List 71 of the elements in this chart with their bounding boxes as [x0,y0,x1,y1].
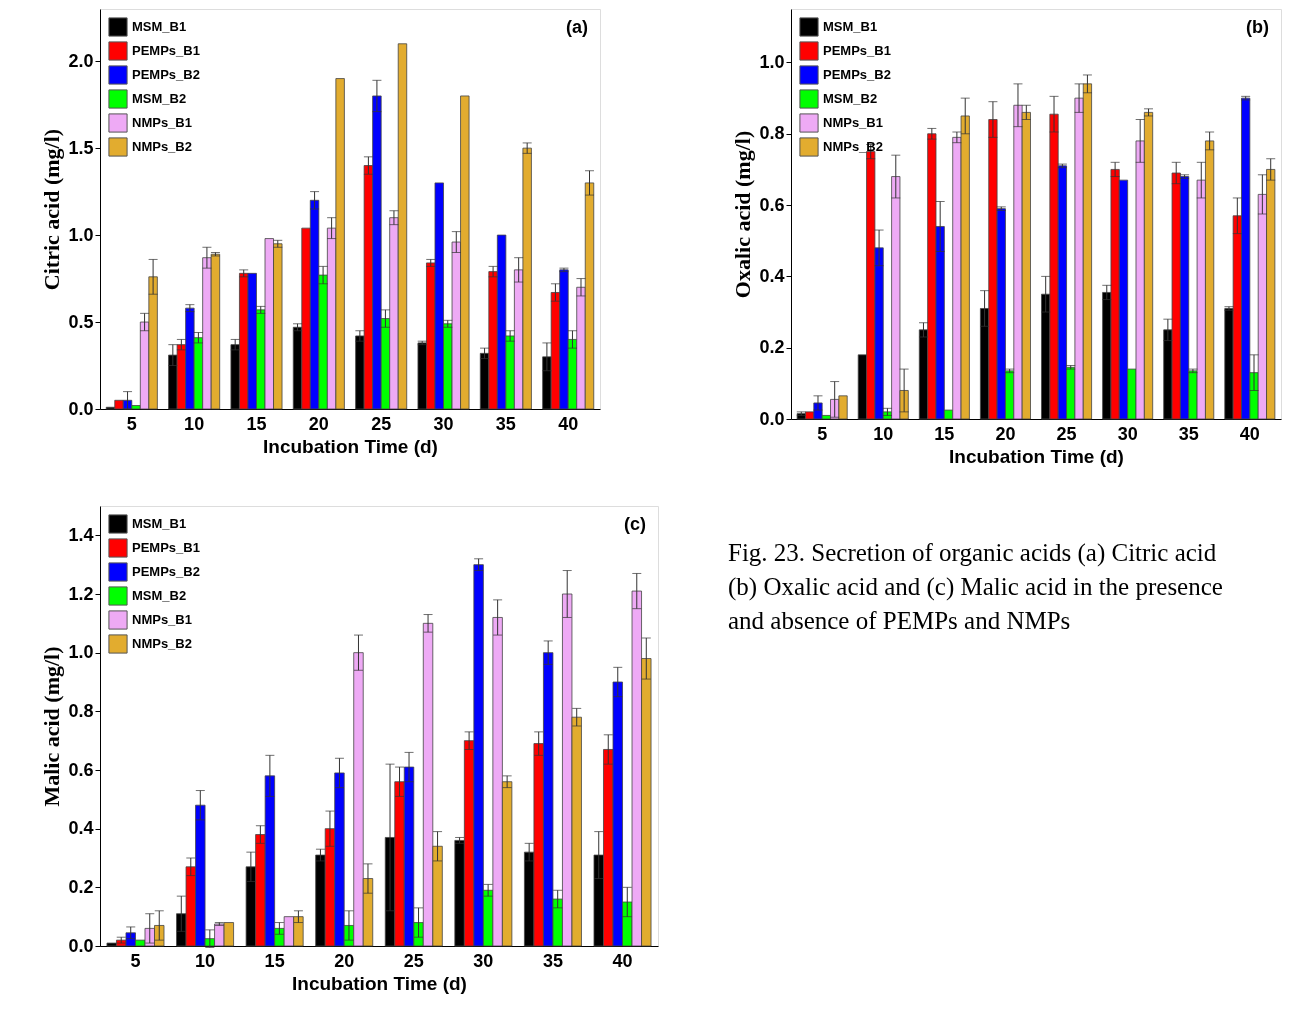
x-tick-label: 5 [126,413,137,434]
y-axis-title: Oxalic acid (mg/l) [730,130,756,299]
y-tick-label: 0.8 [68,700,94,721]
x-tick-label: 25 [1056,423,1077,444]
x-tick-label: 25 [371,413,392,434]
chart-title: (a) [566,17,588,37]
y-tick-label: 1.0 [68,224,94,245]
y-tick-label: 0.4 [68,818,94,839]
legend-label: MSM_B1 [823,19,878,34]
x-tick-label: 10 [184,413,205,434]
x-tick-label: 35 [542,950,563,971]
y-tick-label: 0.8 [759,123,785,144]
x-tick-label: 40 [612,950,633,971]
x-tick-label: 20 [308,413,329,434]
legend-label: MSM_B2 [132,588,187,603]
x-tick-label: 5 [130,950,141,971]
legend-label: NMPs_B1 [823,115,883,130]
y-tick-label: 0.4 [759,265,785,286]
legend-label: PEMPs_B2 [132,564,200,579]
x-tick-label: 15 [264,950,285,971]
legend-label: NMPs_B2 [132,636,192,651]
x-tick-label: 10 [873,423,894,444]
y-tick-label: 0.0 [68,935,94,956]
y-tick-label: 2.0 [68,50,94,71]
x-tick-label: 30 [473,950,494,971]
chart-title: (c) [624,514,646,534]
x-tick-label: 20 [334,950,355,971]
x-tick-label: 35 [495,413,516,434]
y-tick-label: 1.5 [68,137,94,158]
x-tick-label: 25 [403,950,424,971]
chart-title: (b) [1246,17,1269,37]
legend-label: PEMPs_B1 [823,43,891,58]
x-tick-label: 5 [817,423,828,444]
x-tick-label: 15 [934,423,955,444]
y-tick-label: 1.0 [759,51,785,72]
legend-label: MSM_B1 [132,19,187,34]
x-tick-label: 35 [1178,423,1199,444]
y-tick-label: 0.5 [68,311,94,332]
y-tick-label: 1.4 [68,524,94,545]
y-tick-label: 0.2 [68,876,94,897]
legend-label: NMPs_B1 [132,115,192,130]
x-axis-title: Incubation Time (d) [263,435,438,457]
legend-label: NMPs_B2 [132,139,192,154]
x-axis-title: Incubation Time (d) [292,972,467,994]
x-tick-label: 40 [558,413,579,434]
y-tick-label: 0.6 [759,194,785,215]
legend-label: PEMPs_B1 [132,540,200,555]
y-tick-label: 0.0 [759,408,785,429]
legend-label: MSM_B2 [823,91,878,106]
x-tick-label: 40 [1239,423,1260,444]
legend-label: MSM_B1 [132,516,187,531]
legend-label: NMPs_B1 [132,612,192,627]
y-axis-title: Citric acid (mg/l) [39,128,65,291]
legend-label: PEMPs_B2 [823,67,891,82]
y-tick-label: 0.2 [759,337,785,358]
caption: Fig. 23. Secretion of organic acids (a) Citric acid (b) Oxalic acid and (c) Malic acid in the presence and absence of PEMPs and NMPs [728,539,1223,634]
x-tick-label: 30 [1117,423,1138,444]
x-tick-label: 20 [995,423,1016,444]
y-axis-title: Malic acid (mg/l) [39,646,65,807]
y-tick-label: 1.2 [68,583,94,604]
legend-label: PEMPs_B2 [132,67,200,82]
x-tick-label: 30 [433,413,454,434]
legend-label: MSM_B2 [132,91,187,106]
legend-label: PEMPs_B1 [132,43,200,58]
x-axis-title: Incubation Time (d) [949,445,1124,467]
y-tick-label: 1.0 [68,642,94,663]
x-tick-label: 10 [195,950,216,971]
x-tick-label: 15 [246,413,267,434]
legend-label: NMPs_B2 [823,139,883,154]
y-tick-label: 0.0 [68,398,94,419]
y-tick-label: 0.6 [68,759,94,780]
